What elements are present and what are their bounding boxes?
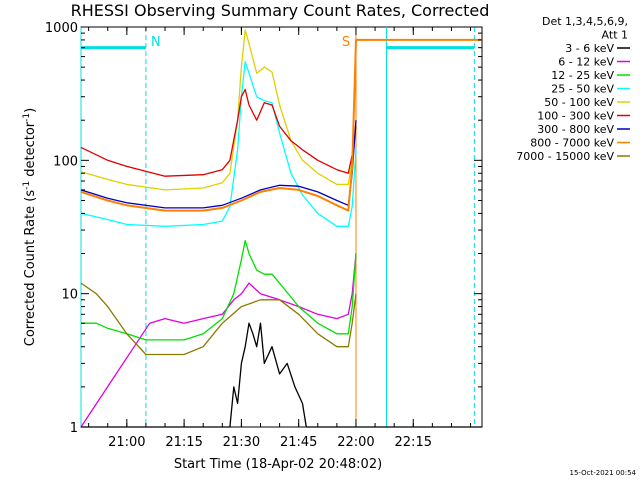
x-tick-label-2: 21:30 (223, 435, 260, 450)
legend-label-4: 50 - 100 keV (544, 96, 614, 109)
markers-layer (80, 27, 475, 427)
y-tick-label-2: 100 (53, 154, 78, 169)
timestamp: 15-Oct-2021 00:54 (570, 469, 637, 477)
y-axis-label-end: ) (23, 108, 38, 113)
series-line-2 (81, 239, 357, 341)
x-axis: 21:00 21:15 21:30 21:45 22:00 22:15 (88, 27, 472, 450)
series-layer (80, 29, 482, 428)
y-axis-label: Corrected Count Rate (s-1 detector-1) (22, 108, 38, 346)
legend-label-0: 3 - 6 keV (565, 42, 614, 55)
series-line-3 (80, 60, 357, 227)
chart-title: RHESSI Observing Summary Count Rates, Co… (71, 1, 490, 20)
legend-title-line-1: Att 1 (602, 29, 628, 42)
legend-label-1: 6 - 12 keV (558, 56, 614, 69)
legend-label-3: 25 - 50 keV (551, 83, 614, 96)
x-tick-label-5: 22:15 (395, 435, 432, 450)
series-line-0 (81, 322, 482, 428)
x-tick-label-3: 21:45 (280, 435, 317, 450)
series-line-8 (80, 282, 357, 356)
legend-label-6: 300 - 800 keV (537, 123, 614, 136)
legend-label-5: 100 - 300 keV (537, 110, 614, 123)
y-axis: 1 10 100 1000 (45, 21, 482, 436)
series-line-4 (80, 29, 357, 191)
series-line-7 (80, 38, 482, 212)
legend-label-2: 12 - 25 keV (551, 69, 614, 82)
y-tick-label-3: 1000 (45, 21, 78, 36)
series-line-1 (80, 253, 357, 428)
marker-label-N: N (151, 35, 161, 50)
legend-title-line-0: Det 1,3,4,5,6,9, (542, 15, 628, 28)
legend-label-7: 800 - 7000 keV (530, 137, 614, 150)
y-axis-label-sup1: -1 (22, 181, 32, 190)
y-axis-label-sup2: -1 (22, 113, 32, 122)
series-line-5 (80, 88, 357, 177)
y-axis-label-main: Corrected Count Rate (s (23, 190, 38, 347)
x-tick-label-0: 21:00 (108, 435, 145, 450)
x-tick-label-1: 21:15 (165, 435, 202, 450)
legend-label-8: 7000 - 15000 keV (516, 150, 614, 163)
x-tick-label-4: 22:00 (337, 435, 374, 450)
y-tick-label-1: 10 (61, 288, 78, 303)
plot-frame (80, 26, 483, 428)
series-line-6 (80, 120, 357, 209)
marker-label-S: S (342, 35, 350, 50)
x-axis-label: Start Time (18-Apr-02 20:48:02) (174, 457, 382, 472)
y-axis-label-mid: detector (23, 121, 38, 181)
y-tick-label-0: 1 (70, 421, 78, 436)
